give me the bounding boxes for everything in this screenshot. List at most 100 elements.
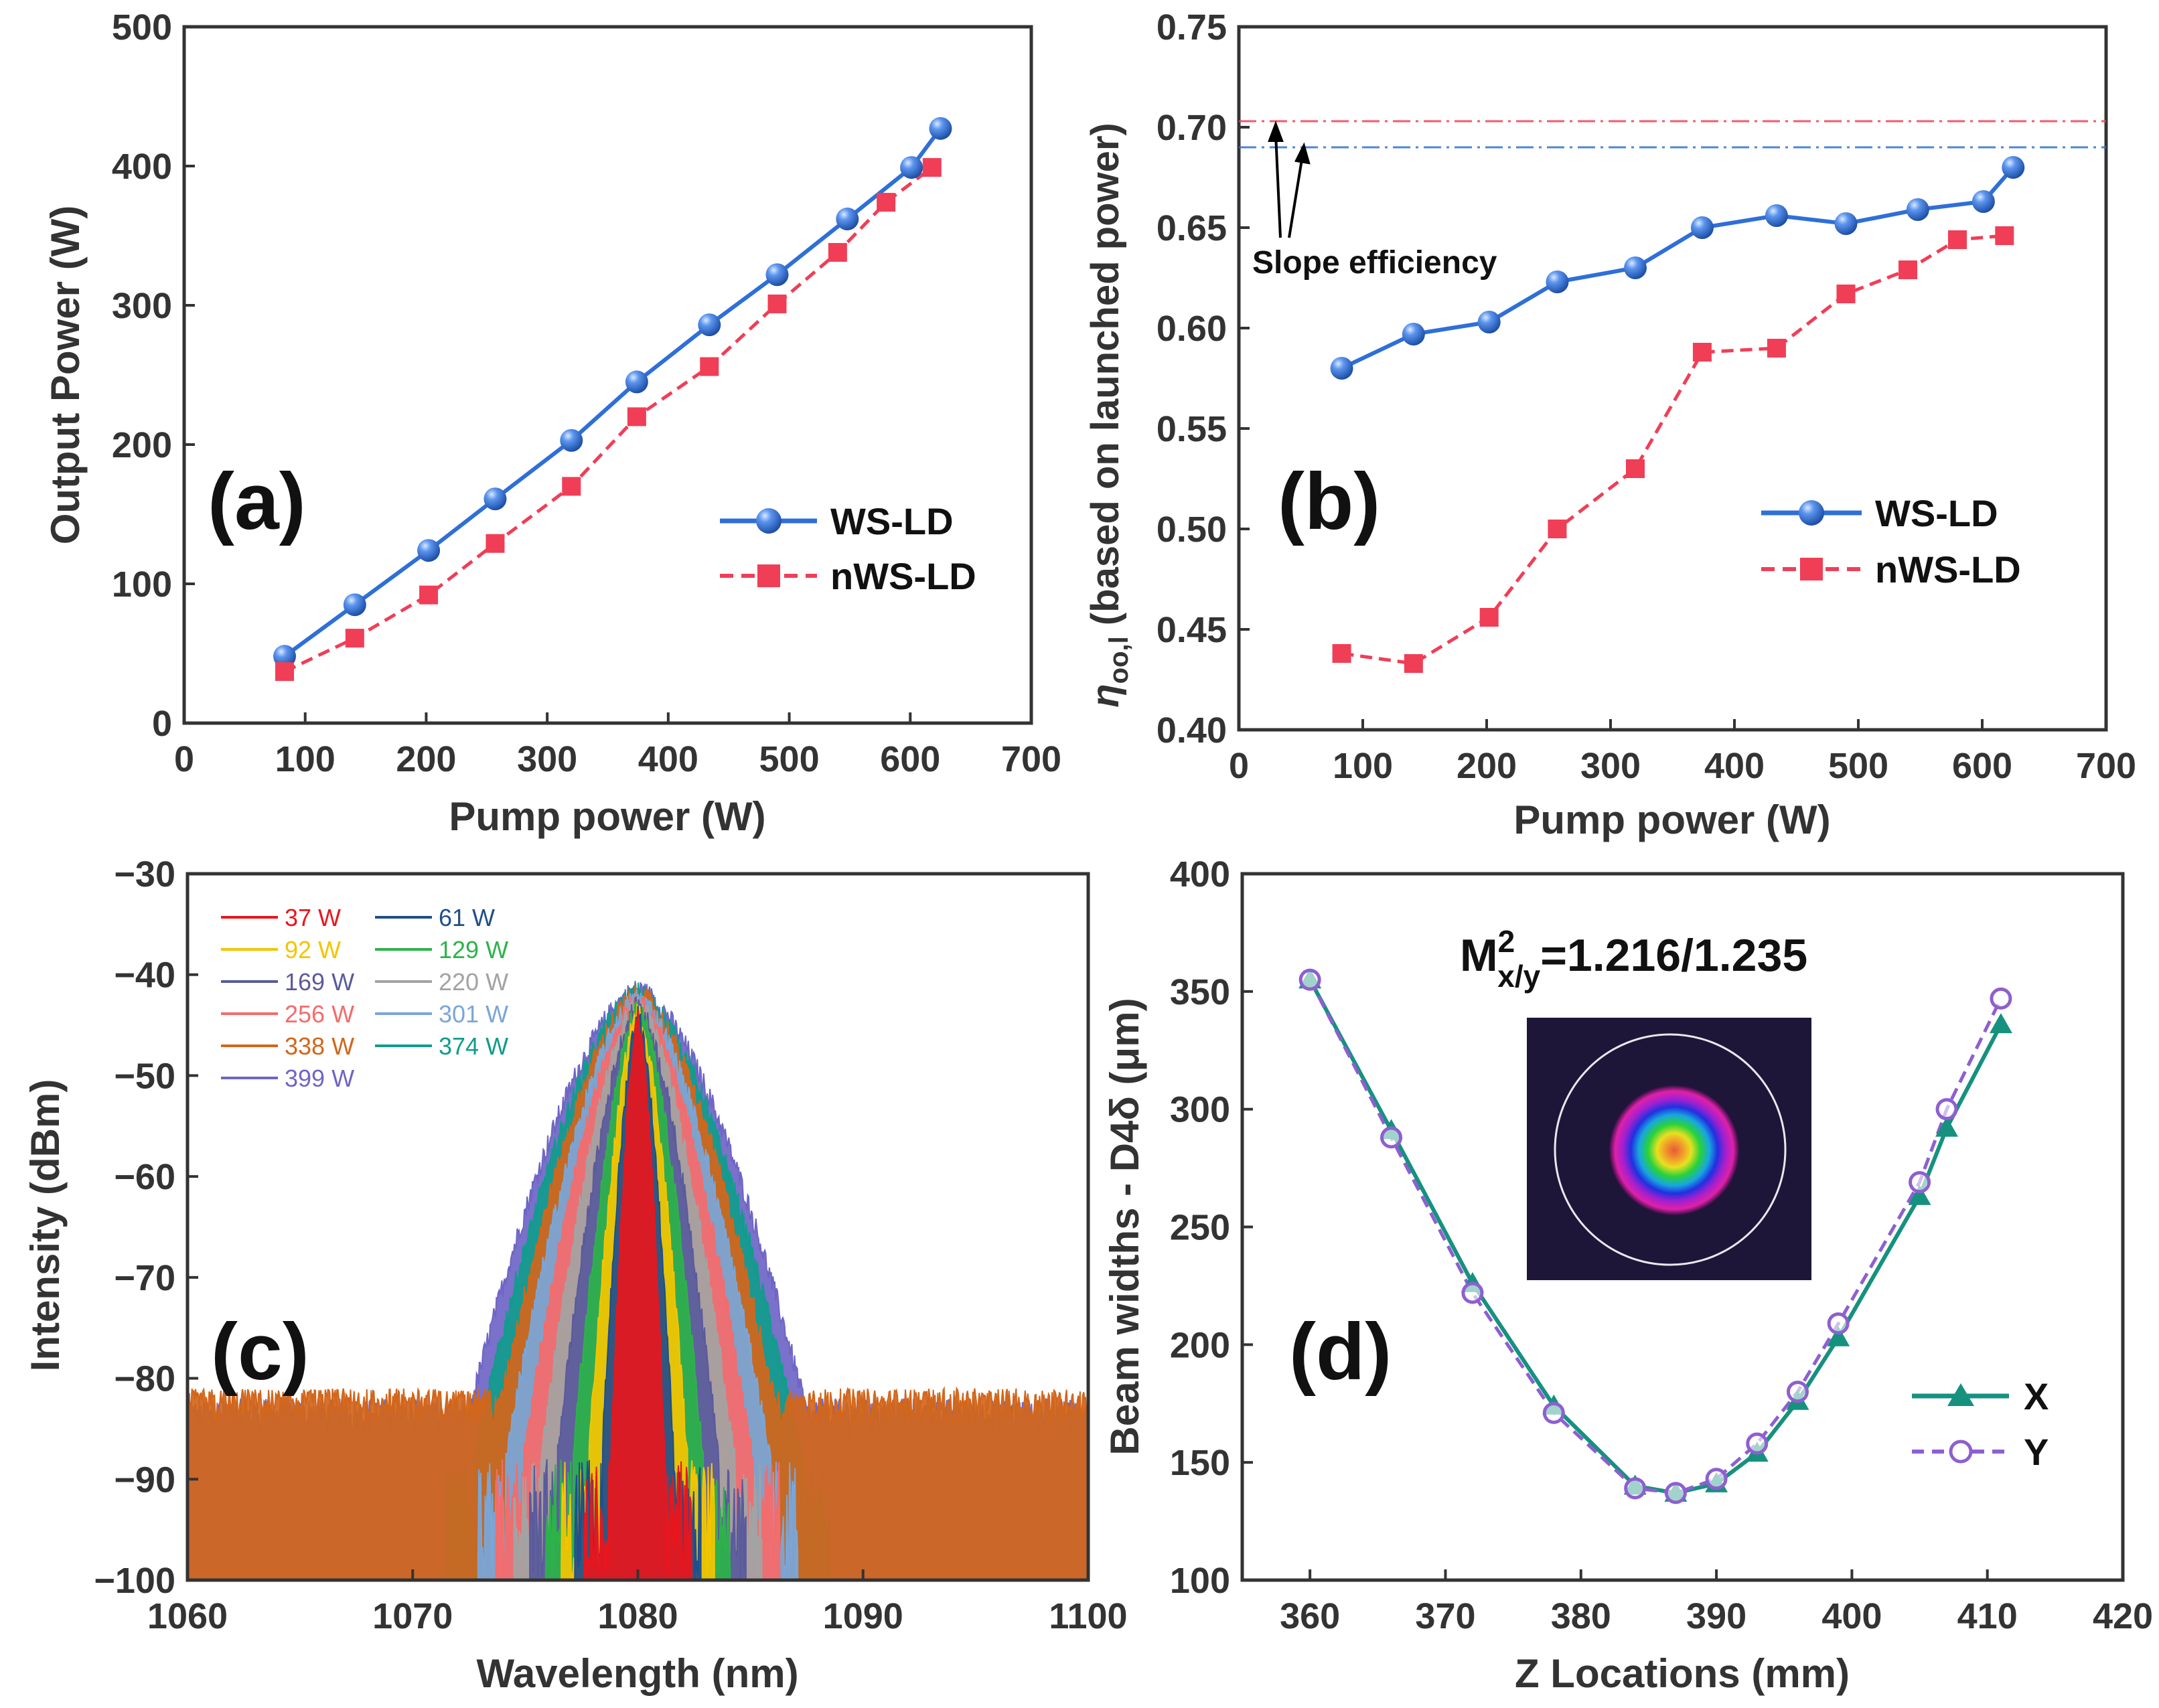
y-axis-title: Output Power (W): [43, 206, 88, 545]
beam-profile-spot: [1609, 1085, 1740, 1216]
y-tick-label: 0.60: [1157, 309, 1227, 349]
data-point-ws-ld: [836, 208, 859, 231]
y-tick-label: −50: [114, 1056, 175, 1096]
legend-label: 256 W: [285, 1000, 354, 1028]
y-tick-label: 0.75: [1157, 7, 1227, 48]
beam-profile-inset: [1527, 1018, 1811, 1280]
legend-label: 399 W: [285, 1065, 354, 1092]
x-tick-label: 400: [1704, 746, 1765, 786]
y-tick-label: 400: [1170, 854, 1230, 895]
legend-label: 374 W: [439, 1032, 508, 1060]
x-tick-label: 420: [2093, 1596, 2153, 1636]
data-point-y: [1624, 1477, 1647, 1500]
data-point-y: [1542, 1401, 1565, 1424]
x-tick-label: 500: [759, 739, 820, 779]
y-tick-label: 200: [1170, 1325, 1230, 1365]
legend-marker-ws-ld: [1799, 500, 1824, 526]
y-tick-label: 350: [1170, 972, 1230, 1012]
y-tick-label: 0.65: [1157, 208, 1227, 248]
plot-frame: [182, 25, 1033, 725]
y-tick-label: 150: [1170, 1443, 1230, 1483]
legend-label: 37 W: [285, 904, 341, 931]
y-tick-label: −60: [114, 1157, 175, 1197]
legend-label-nws-ld: nWS-LD: [830, 555, 976, 597]
y-tick-label: −90: [114, 1460, 175, 1500]
legend-label: 301 W: [439, 1000, 508, 1028]
y-tick-label: 0.50: [1157, 510, 1227, 550]
x-tick-label: 390: [1686, 1596, 1746, 1636]
x-tick-label: 0: [174, 739, 194, 779]
axis-ticks: 1060 1070 1080 1090 1100 −100 −90 −80 −70 −60 −50 −…: [94, 854, 1127, 1636]
reference-lines: [1239, 120, 2106, 149]
data-point-nws-ld: [1836, 285, 1856, 303]
panel-c: 1060 1070 1080 1090 1100 −100 −90 −80 −70 −60 −50 −…: [23, 854, 1128, 1696]
data-point-nws-ld: [1767, 339, 1786, 358]
data-point-nws-ld: [828, 242, 847, 262]
legend-marker-nws-ld: [1800, 558, 1823, 580]
data-point-ws-ld: [1546, 270, 1569, 293]
legend-marker-nws-ld: [757, 564, 780, 587]
data-point-ws-ld: [1624, 256, 1647, 279]
y-tick-label: 300: [112, 286, 172, 326]
data-point-nws-ld: [1899, 260, 1917, 279]
series-markers: [1330, 156, 2025, 673]
x-tick-label: 1090: [823, 1596, 903, 1636]
data-point-ws-ld: [1765, 204, 1788, 227]
data-point-ws-ld: [1477, 311, 1501, 333]
legend-label: 129 W: [439, 936, 508, 963]
x-tick-label: 200: [1457, 746, 1517, 786]
data-point-nws-ld: [700, 357, 719, 376]
m-squared-title: M2 x/y=1.216/1.235: [1460, 924, 1807, 994]
y-axis-title-eta: η: [1084, 684, 1127, 707]
arrow-head: [1268, 121, 1284, 142]
beam-profile-circle: [1554, 1033, 1787, 1266]
data-point-ws-ld: [1330, 357, 1353, 380]
data-point-ws-ld: [900, 156, 923, 179]
panel-label: (d): [1289, 1307, 1392, 1397]
legend-label: 169 W: [285, 968, 354, 996]
legend-label: 338 W: [285, 1032, 354, 1060]
series-markers: [273, 117, 952, 682]
data-point-ws-ld: [1690, 216, 1714, 239]
data-point-ws-ld: [1402, 323, 1425, 345]
legend-label-nws-ld: nWS-LD: [1875, 548, 2021, 591]
y-tick-label: −80: [114, 1359, 175, 1399]
x-tick-label: 1060: [147, 1596, 228, 1636]
data-point-y: [1786, 1381, 1809, 1403]
data-point-nws-ld: [345, 629, 364, 648]
data-point-ws-ld: [2002, 156, 2025, 179]
data-point-y: [1664, 1482, 1687, 1504]
legend-label: 92 W: [285, 936, 341, 963]
panel-label: (a): [208, 457, 306, 546]
y-axis-title-rest: (based on launched power): [1084, 123, 1127, 636]
y-tick-label: −70: [114, 1258, 175, 1298]
y-tick-label: 100: [112, 564, 172, 605]
data-point-nws-ld: [1404, 654, 1423, 673]
data-point-y: [1298, 968, 1321, 991]
legend-label: 61 W: [439, 904, 495, 931]
legend-label-y: Y: [2024, 1431, 2049, 1473]
data-point-ws-ld: [1906, 198, 1929, 221]
y-tick-label: −40: [114, 955, 175, 996]
data-point-ws-ld: [273, 645, 296, 668]
data-point-nws-ld: [1692, 343, 1712, 362]
data-point-ws-ld: [698, 313, 721, 337]
y-tick-label: 0.40: [1157, 710, 1227, 751]
data-point-ws-ld: [625, 370, 648, 394]
x-tick-label: 1070: [372, 1596, 453, 1636]
data-point-nws-ld: [1995, 226, 2014, 245]
data-point-nws-ld: [486, 534, 505, 553]
x-tick-label: 380: [1551, 1596, 1611, 1636]
legend: X Y: [1912, 1375, 2049, 1473]
data-point-y: [1380, 1126, 1403, 1149]
data-point-nws-ld: [562, 477, 581, 496]
y-axis-title-sub: oo,l: [1104, 636, 1134, 684]
axis-ticks: 0 100 200 300 400 500 600 700 0 100 200 300 400 500: [112, 7, 1061, 779]
spectra: [188, 981, 1088, 1580]
data-point-ws-ld: [417, 539, 441, 562]
data-point-nws-ld: [275, 662, 294, 682]
x-axis-title: Wavelength (nm): [476, 1651, 798, 1696]
data-point-nws-ld: [1548, 520, 1567, 538]
x-tick-label: 400: [1821, 1596, 1882, 1636]
